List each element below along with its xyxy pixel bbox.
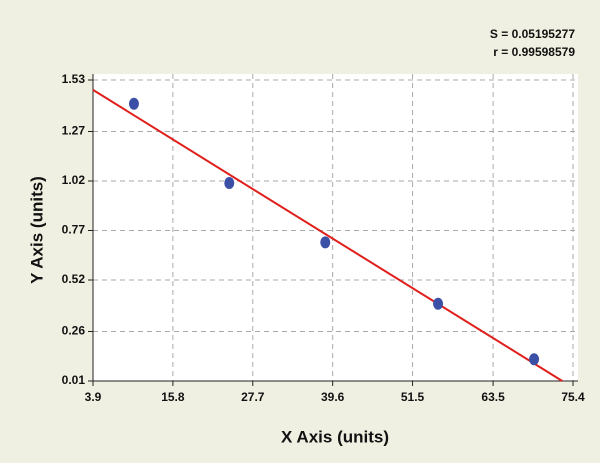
data-point — [320, 236, 331, 249]
x-axis-label: X Axis (units) — [281, 427, 389, 446]
annotation: S = 0.05195277 — [490, 27, 575, 41]
annotation: r = 0.99598579 — [493, 45, 575, 59]
data-point — [224, 176, 235, 189]
x-tick-label: 63.5 — [481, 390, 505, 404]
fit-line — [92, 89, 563, 382]
x-tick-label: 3.9 — [85, 390, 102, 404]
y-tick-label: 1.02 — [62, 173, 86, 187]
plot-area — [93, 74, 578, 381]
y-tick-label: 1.53 — [62, 72, 86, 86]
data-point — [529, 353, 540, 366]
x-tick-label: 51.5 — [401, 390, 425, 404]
y-tick-label: 0.52 — [62, 272, 86, 286]
x-tick-label: 27.7 — [241, 390, 265, 404]
x-tick-label: 15.8 — [161, 390, 185, 404]
y-tick-label: 1.27 — [62, 124, 86, 138]
y-tick-label: 0.01 — [62, 373, 86, 387]
data-point — [433, 297, 444, 310]
y-tick-label: 0.77 — [62, 223, 86, 237]
y-axis-label: Y Axis (units) — [27, 176, 46, 284]
x-tick-label: 75.4 — [561, 390, 585, 404]
y-tick-label: 0.26 — [62, 324, 86, 338]
x-tick-label: 39.6 — [321, 390, 345, 404]
data-point — [128, 97, 139, 110]
